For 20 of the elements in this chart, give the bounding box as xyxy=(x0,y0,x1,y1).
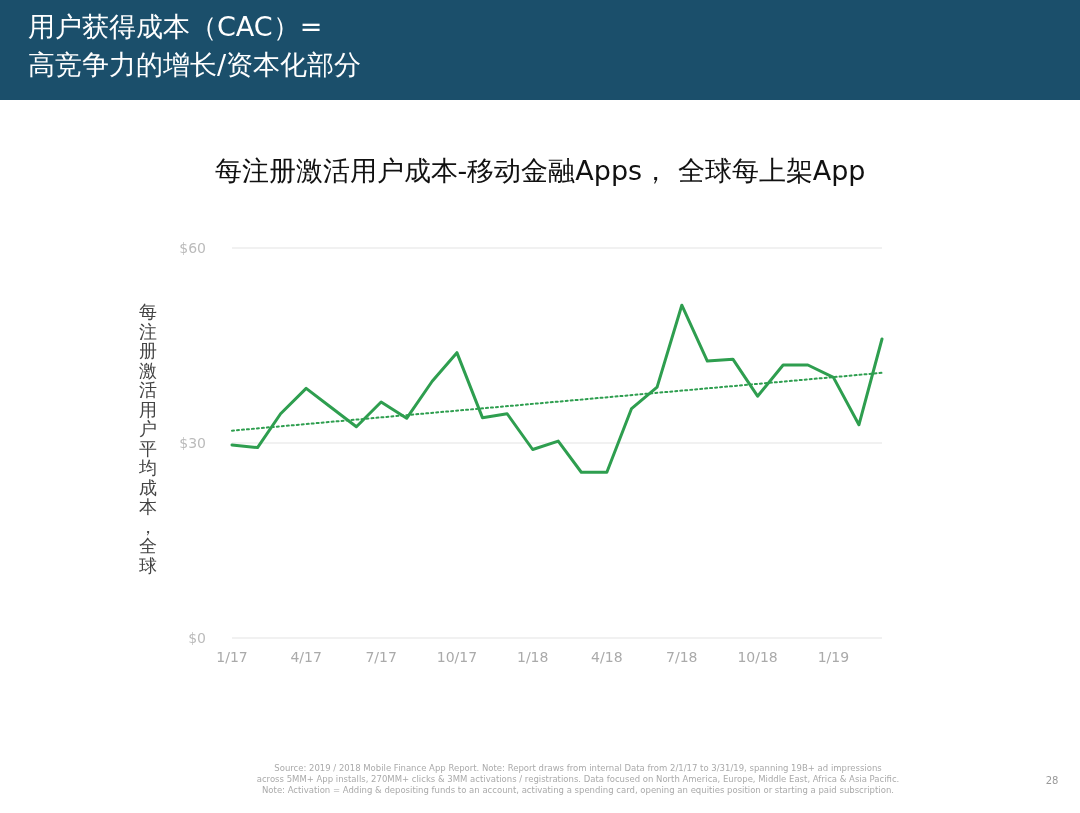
source-note: Source: 2019 / 2018 Mobile Finance App Report. Note: Report draws from internal Data from 2/1/17 to 3/31/19, spanning 19B+ ad impressions xyxy=(274,763,883,773)
y-tick-label: $60 xyxy=(179,240,206,256)
text: 每注册激活用户平均成本，全球 xyxy=(139,301,157,576)
x-tick-label: 7/18 xyxy=(666,649,698,665)
line-series xyxy=(230,303,884,474)
x-tick-label: 7/17 xyxy=(365,649,397,665)
x-tick-label: 4/18 xyxy=(591,649,623,665)
x-tick-label: 1/19 xyxy=(817,649,850,665)
x-tick-label: 1/18 xyxy=(516,649,549,665)
x-tick-label: 1/17 xyxy=(216,649,248,665)
text: Note: Activation = Adding & depositing funds to an account, activating a spending card, opening an equities position or starting a paid subscription. xyxy=(261,785,895,795)
x-tick-label: 10/17 xyxy=(436,649,478,665)
chart-title: 用户获得成本（CAC）= 高竞争力的增长/资本化部分 xyxy=(28,11,362,80)
x-tick-label: 4/17 xyxy=(290,649,322,665)
x-tick-label: 10/18 xyxy=(737,649,778,665)
y-tick-label: $0 xyxy=(188,630,206,646)
text: across 5MM+ App installs, 270MM+ clicks & 3MM activations / registrations. Data focused on North America, Europe, Middle East, Africa & Asia Pacific. xyxy=(256,774,900,784)
y-tick-label: $30 xyxy=(179,435,206,451)
text: 28 xyxy=(1045,775,1059,786)
chart-subtitle: 每注册激活用户成本-移动金融Apps， 全球每上架App xyxy=(214,155,866,186)
